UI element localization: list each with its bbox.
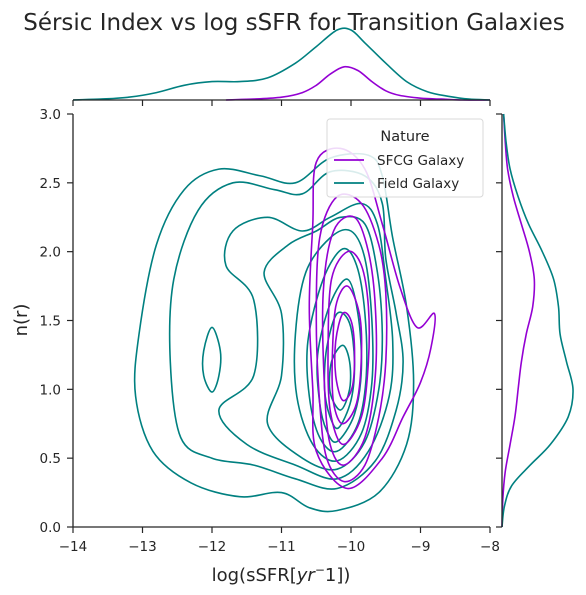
chart-title: Sérsic Index vs log sSFR for Transition …	[23, 10, 565, 36]
contour-sfcg-galaxy-2	[315, 193, 388, 483]
x-axis-label: log(sSFR[yr−1])	[212, 563, 351, 586]
x-tick-label: −8	[480, 539, 500, 555]
x-tick-label: −10	[337, 539, 366, 555]
y-tick-label: 3.0	[40, 107, 61, 123]
contour-sfcg-galaxy-3	[321, 215, 378, 466]
y-axis-label: n(r)	[11, 304, 32, 337]
marginal-x-field-galaxy	[72, 27, 491, 101]
contour-field-galaxy-9	[328, 344, 352, 411]
contour-field-galaxy-5	[293, 228, 374, 462]
contour-sfcg-galaxy-5	[331, 285, 363, 425]
x-tick-label: −9	[411, 539, 431, 555]
y-tick-label: 1.5	[40, 314, 61, 330]
contour-sfcg-galaxy-1	[308, 147, 436, 490]
contour-sfcg-galaxy-6	[334, 311, 356, 402]
contour-layer	[133, 147, 436, 513]
marginal-x-sfcg-galaxy	[225, 65, 491, 101]
legend: Nature SFCG Galaxy Field Galaxy	[326, 118, 484, 198]
marginal-x-plot	[72, 27, 491, 106]
marginal-y-field-galaxy	[501, 113, 574, 528]
x-axis-label-sup: −	[315, 563, 325, 577]
y-tick-label: 0.5	[40, 451, 61, 467]
x-tick-label: −12	[198, 539, 227, 555]
legend-label-field: Field Galaxy	[377, 176, 459, 192]
contour-field-galaxy-8	[323, 311, 356, 430]
y-tick-label: 2.5	[40, 176, 61, 192]
marginal-y-sfcg-galaxy	[501, 113, 536, 528]
legend-title: Nature	[380, 129, 429, 145]
x-axis-label-italic: yr	[296, 565, 317, 586]
contour-field-galaxy-6	[306, 247, 368, 453]
legend-box	[326, 118, 484, 198]
y-tick-label: 2.0	[40, 245, 61, 261]
marginal-y-plot	[496, 113, 574, 528]
contour-sfcg-galaxy-4	[327, 250, 371, 446]
x-axis-label-post: 1])	[325, 565, 351, 586]
contour-field-galaxy-2	[168, 169, 404, 490]
y-tick-label: 0.0	[40, 520, 61, 536]
contour-field-galaxy-3	[218, 202, 394, 480]
x-tick-label: −11	[267, 539, 296, 555]
contour-field-galaxy-1	[133, 152, 415, 513]
x-tick-label: −13	[128, 539, 157, 555]
legend-label-sfcg: SFCG Galaxy	[377, 153, 464, 169]
axes: −14 −13 −12 −11 −10 −9 −8 0.0 0.5 1.0 1.5 2.0 2.5 3.0	[40, 107, 500, 555]
contour-field-galaxy-4	[263, 215, 384, 471]
contour-field-galaxy-10	[201, 326, 222, 393]
x-axis-label-pre: log(sSFR[	[212, 565, 297, 586]
y-tick-label: 1.0	[40, 382, 61, 398]
x-tick-label: −14	[59, 539, 88, 555]
